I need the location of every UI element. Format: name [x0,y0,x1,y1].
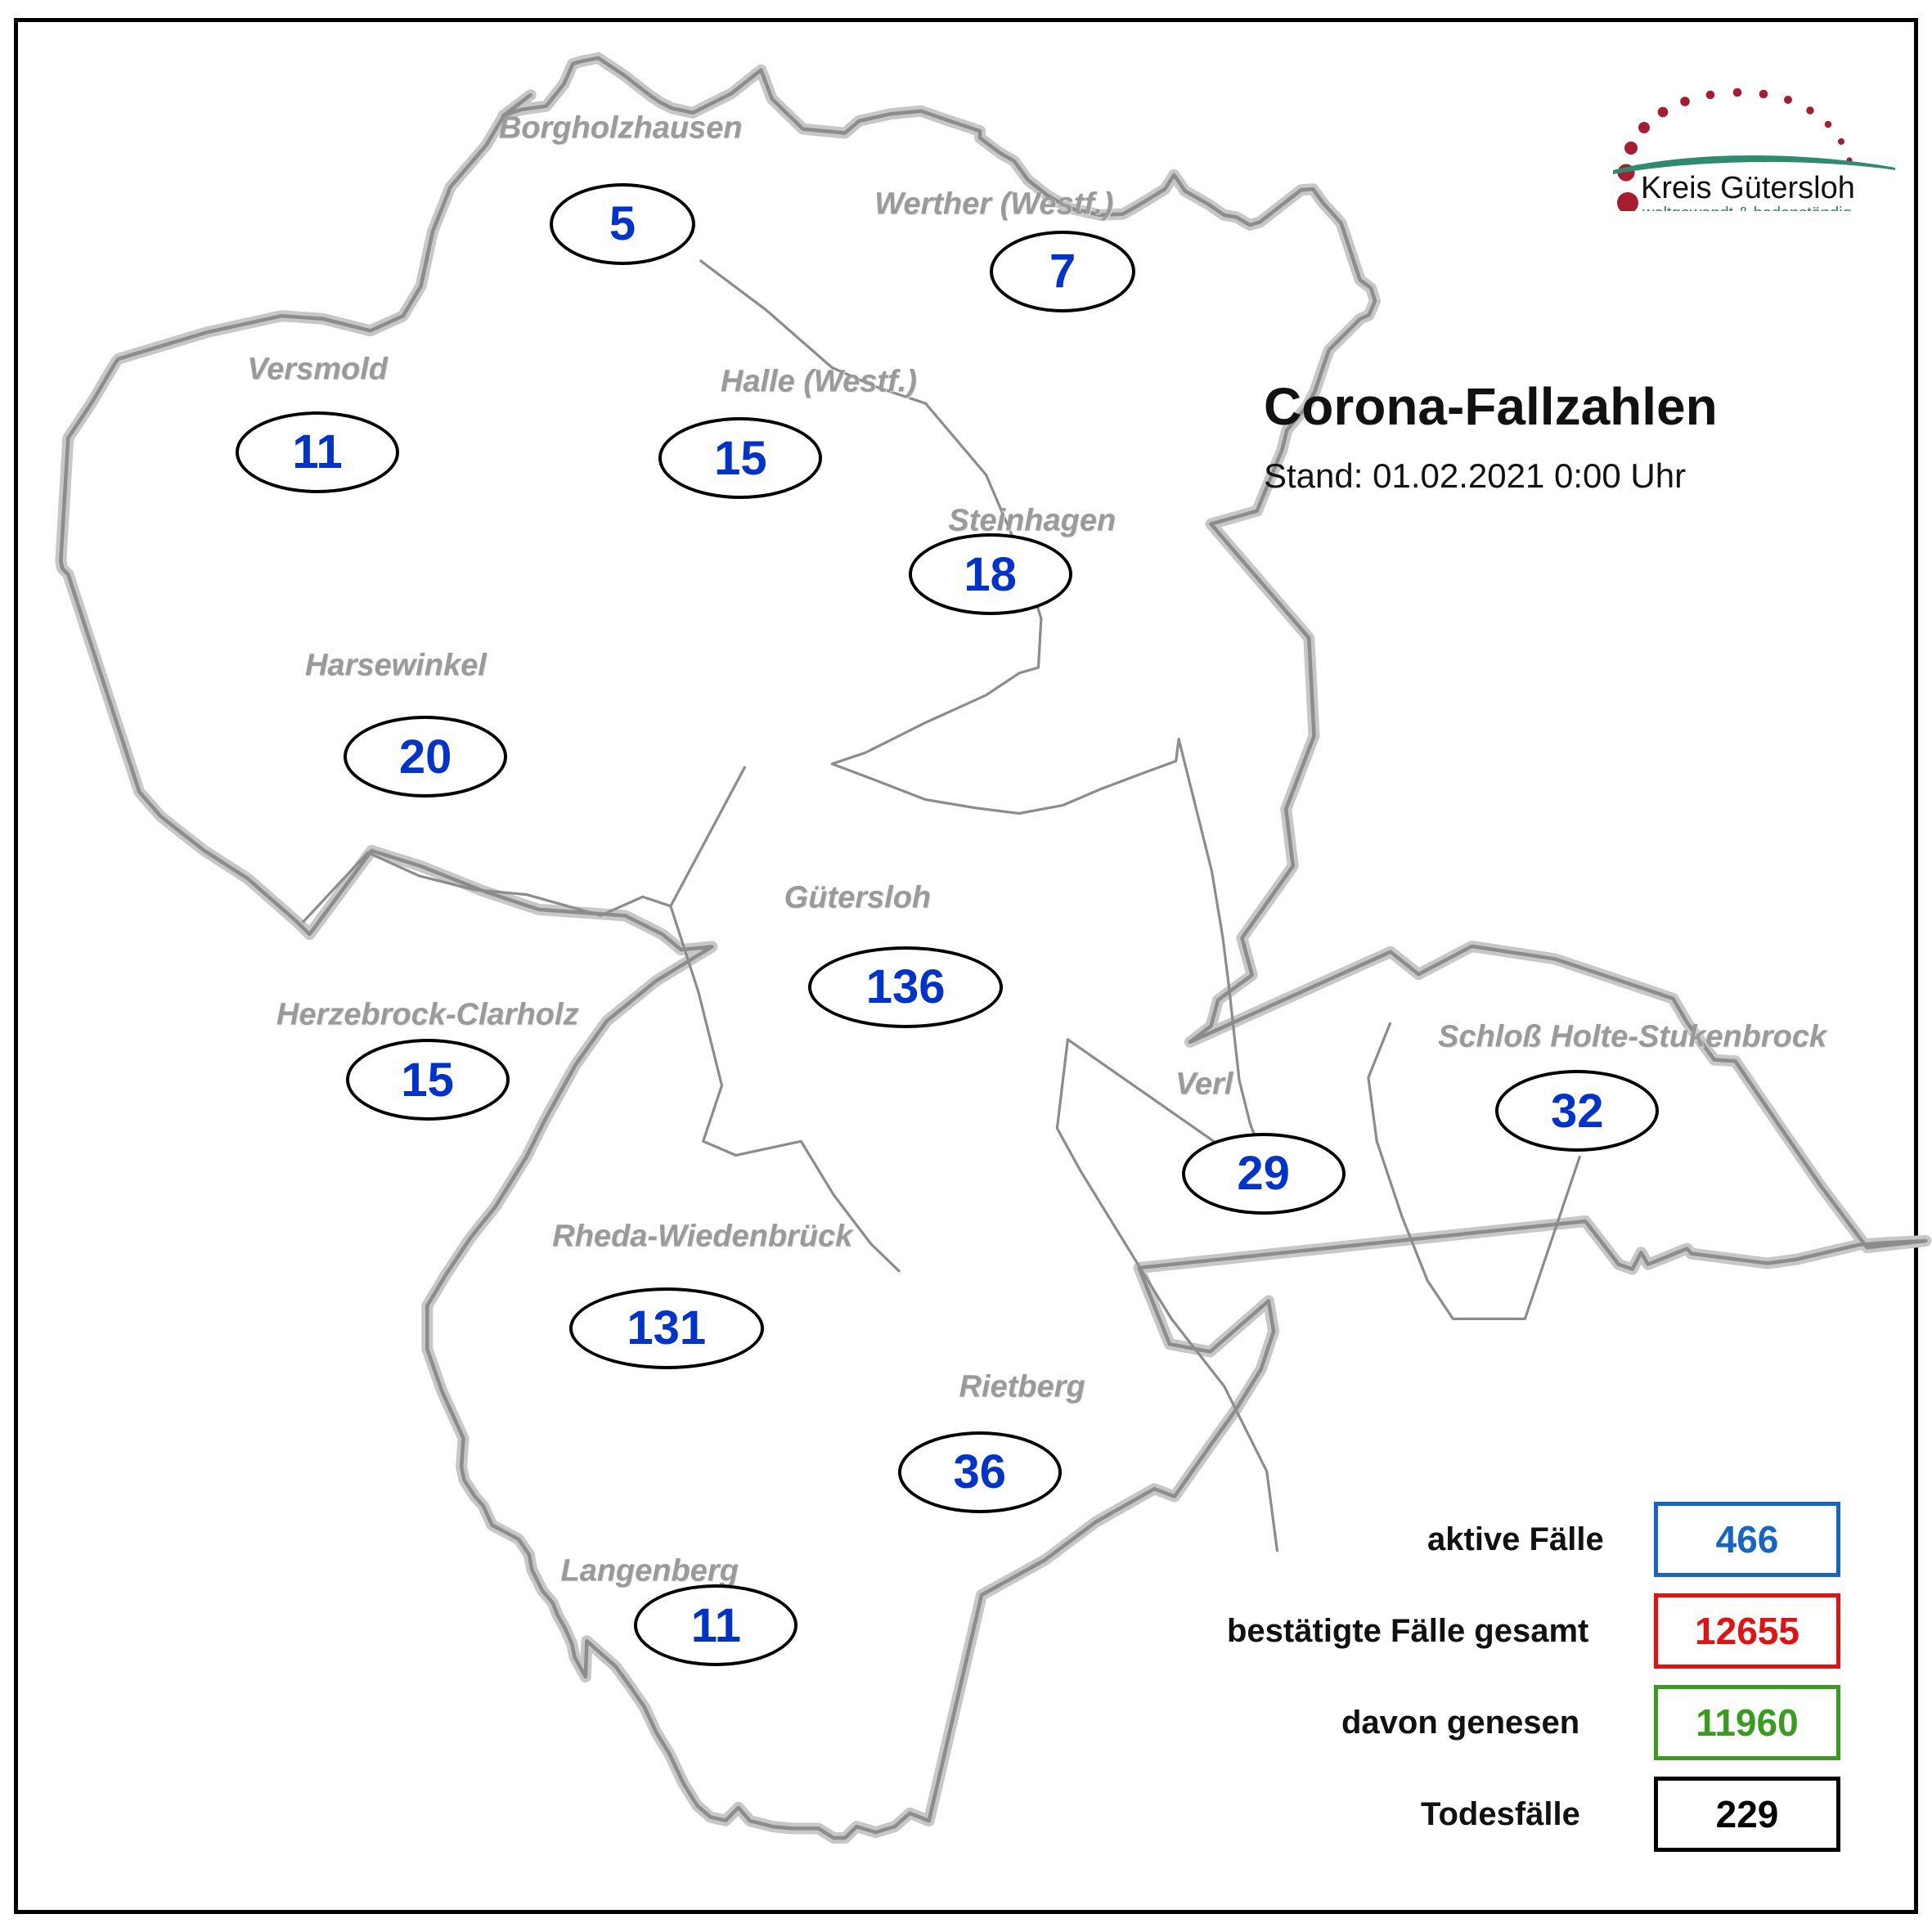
svg-text:Kreis Gütersloh: Kreis Gütersloh [1641,171,1855,205]
svg-text:weltgewandt & bodenständig: weltgewandt & bodenständig [1642,204,1852,211]
